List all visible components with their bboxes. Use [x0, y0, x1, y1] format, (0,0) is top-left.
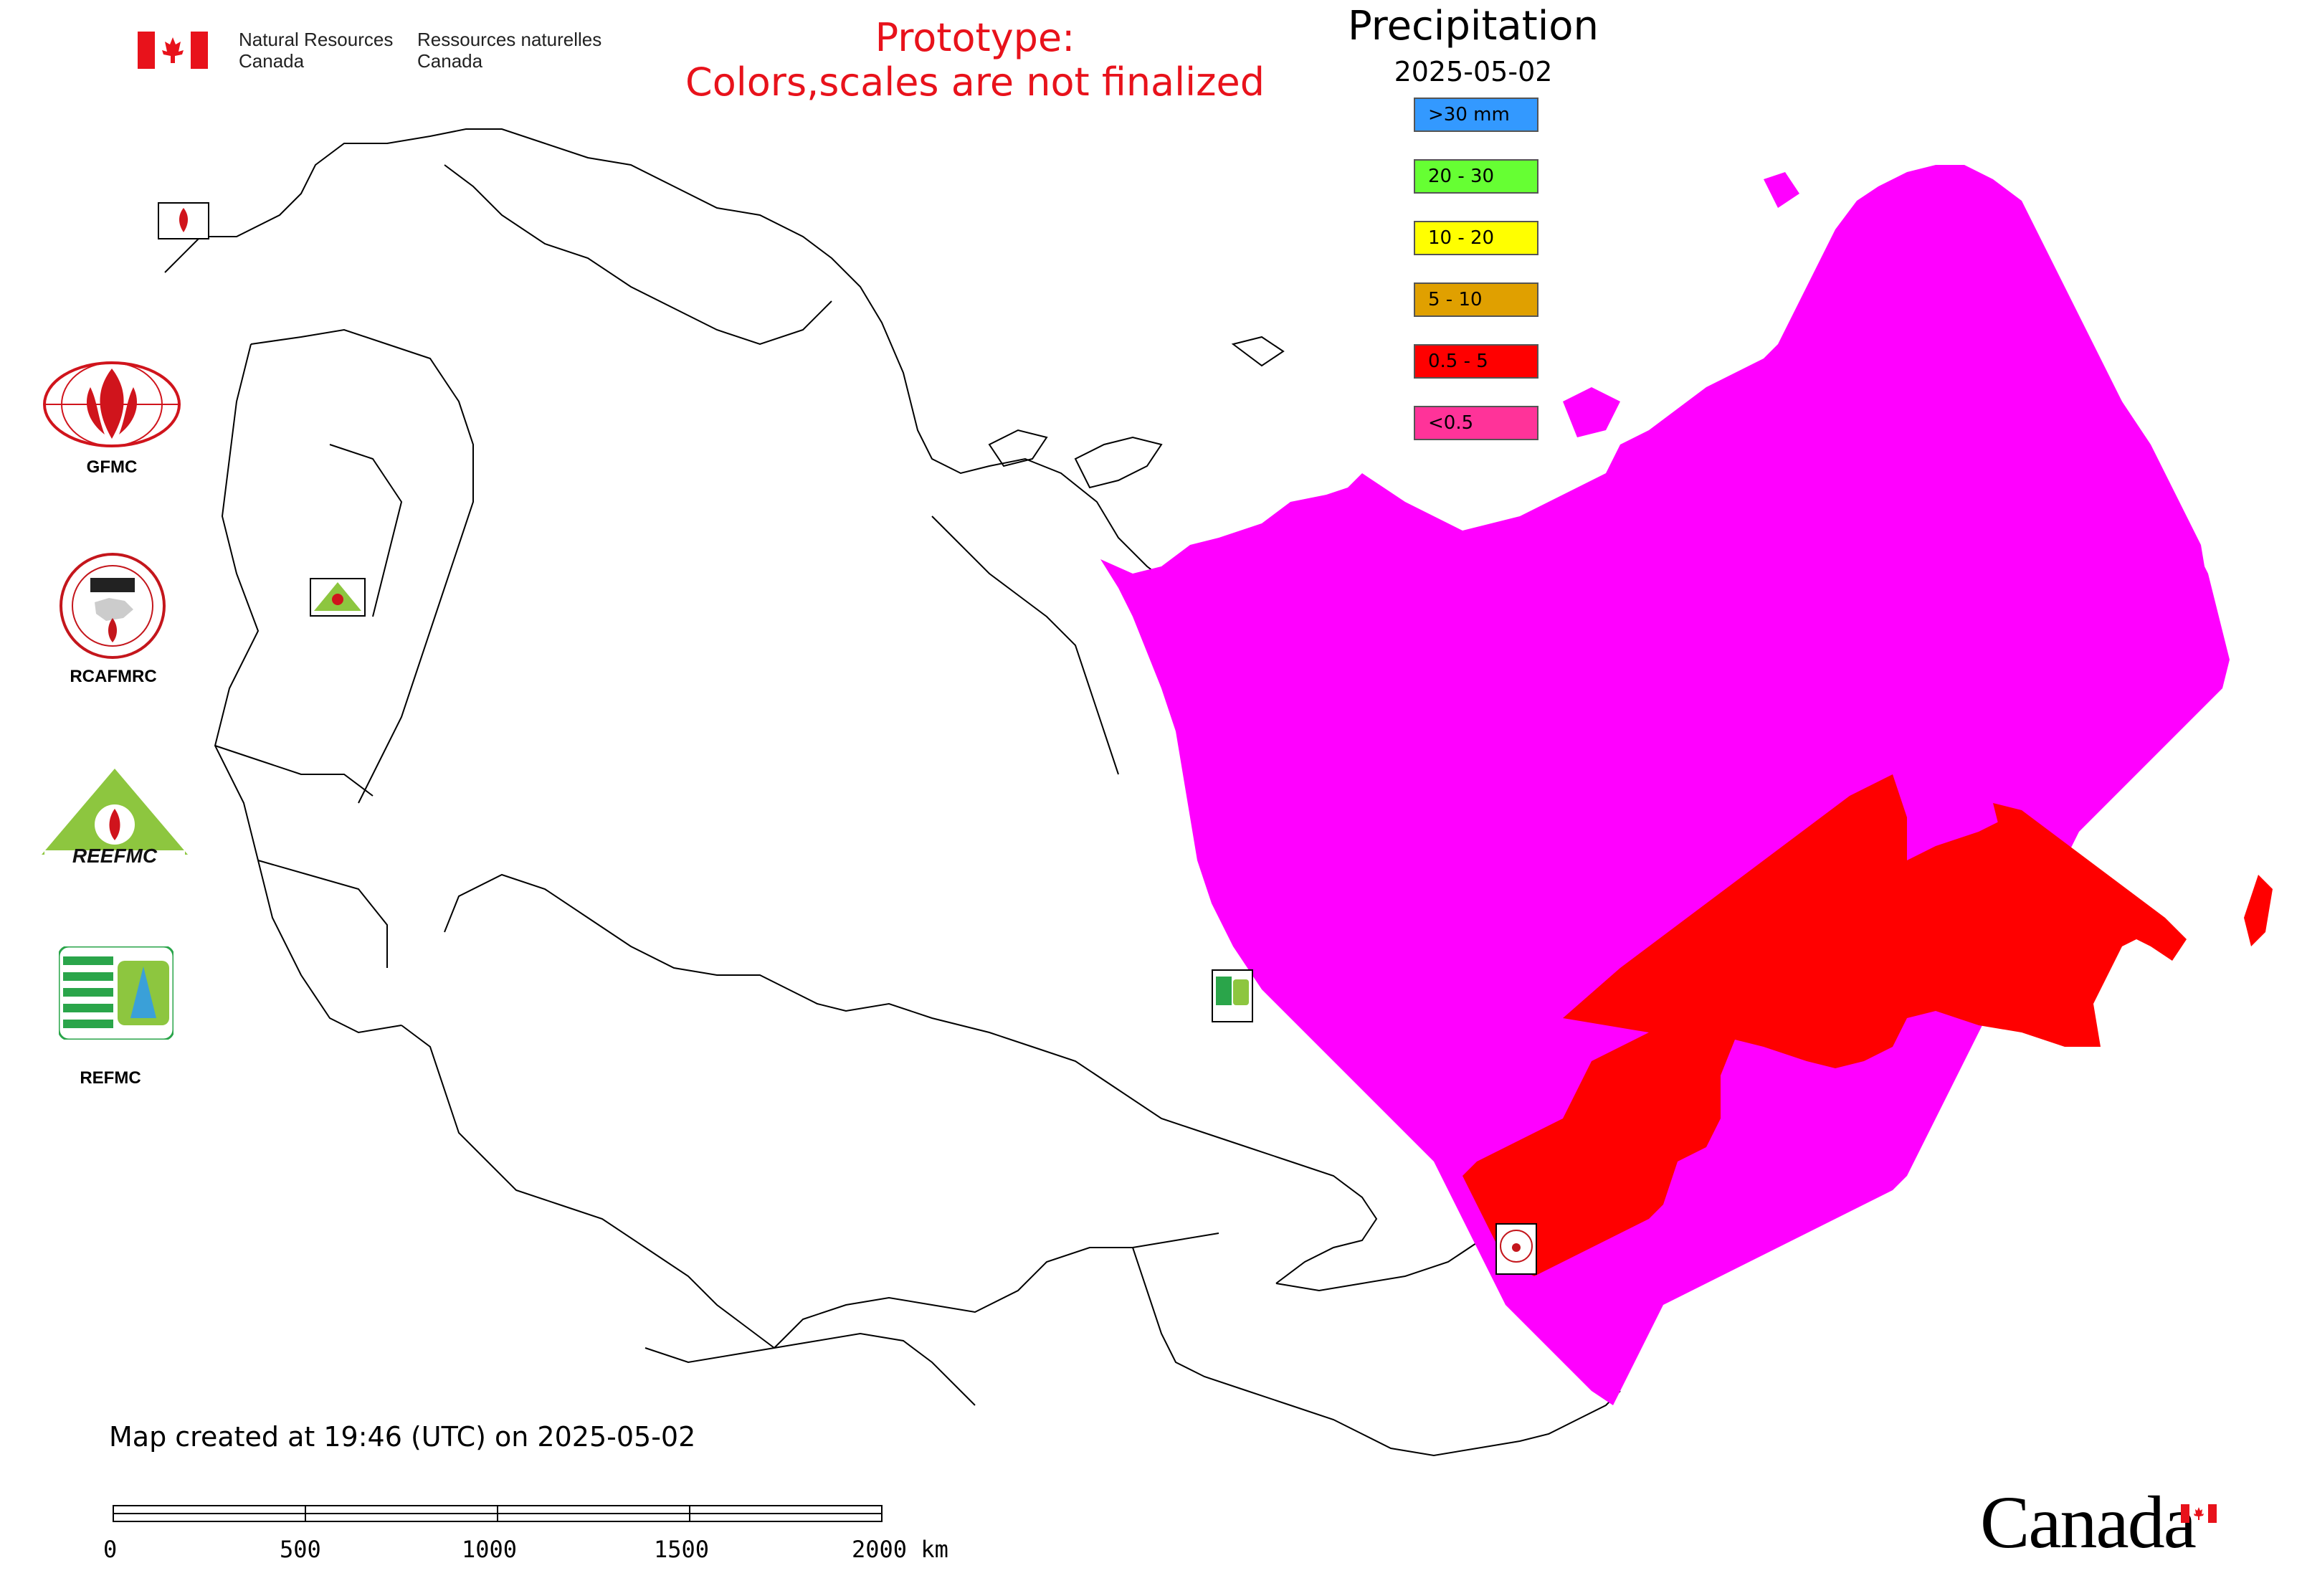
- canada-wordmark-flag-icon: [2181, 1504, 2217, 1523]
- precip-region-mid: [1462, 774, 2179, 1276]
- scale-tick-2000: 2000 km: [852, 1536, 948, 1563]
- precip-region-low-peninsula: [1979, 215, 2208, 588]
- prototype-notice-line2: Colors,scales are not finalized: [685, 60, 1265, 105]
- precip-region-mid-east: [1993, 803, 2187, 961]
- scale-tick-500: 500: [280, 1536, 321, 1563]
- scale-tick-1500: 1500: [654, 1536, 710, 1563]
- gfmc-logo: [40, 358, 184, 452]
- org-name-en-line1: Natural Resources: [239, 29, 394, 50]
- precip-island-3: [1764, 172, 1799, 208]
- canada-wordmark: Canada: [1980, 1481, 2197, 1564]
- reefmc-seal-logo: [37, 769, 192, 869]
- org-name-en-line2: Canada: [239, 50, 305, 72]
- legend-item: 0.5 - 5: [1414, 344, 1538, 379]
- rcafmrc-map-marker: [1495, 1223, 1537, 1275]
- org-name-en: Natural Resources Canada: [239, 29, 393, 72]
- map-created-text: Map created at 19:46 (UTC) on 2025-05-02: [109, 1421, 696, 1453]
- precip-island-1: [2244, 875, 2273, 946]
- reefmc-seal-label: REEFMC: [72, 845, 158, 867]
- legend-item: <0.5: [1414, 406, 1538, 440]
- org-name-fr-line1: Ressources naturelles: [417, 29, 602, 50]
- precip-island-2: [1563, 387, 1620, 437]
- legend-item: 20 - 30: [1414, 159, 1538, 194]
- org-name-fr-line2: Canada: [417, 50, 483, 72]
- org-name-fr: Ressources naturelles Canada: [417, 29, 601, 72]
- refmc-map-marker: [1212, 969, 1253, 1022]
- gfmc-map-marker: [158, 202, 209, 239]
- legend-item: 5 - 10: [1414, 282, 1538, 317]
- legend-date: 2025-05-02: [1394, 56, 1553, 87]
- scale-tick-1000: 1000: [462, 1536, 518, 1563]
- reefmc-map-marker: [310, 578, 366, 617]
- gfmc-label: GFMC: [86, 457, 138, 477]
- rcafmrc-label: RCAFMRC: [70, 667, 157, 686]
- prototype-notice-line1: Prototype:: [875, 15, 1075, 60]
- scale-tick-0: 0: [103, 1536, 118, 1563]
- legend-item: >30 mm: [1414, 98, 1538, 132]
- precip-region-low: [1100, 165, 2230, 1405]
- refmc-label: REFMC: [80, 1068, 141, 1088]
- refmc-logo: [57, 945, 175, 1041]
- prototype-notice: Prototype: Colors,scales are not finaliz…: [645, 16, 1305, 105]
- nrcan-flag-icon: [138, 32, 208, 69]
- scale-bar: [113, 1505, 883, 1522]
- legend-title: Precipitation: [1347, 3, 1599, 49]
- rcafmrc-logo: [59, 552, 166, 660]
- legend-item: 10 - 20: [1414, 221, 1538, 255]
